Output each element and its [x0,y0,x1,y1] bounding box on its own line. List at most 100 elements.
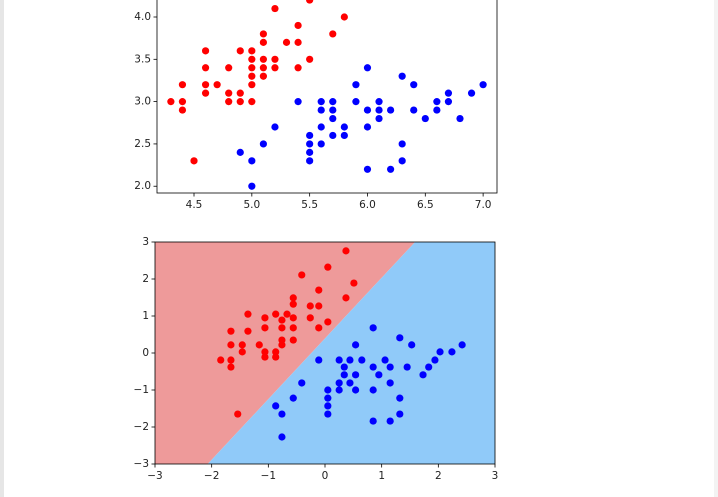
point [201,89,210,97]
point [289,394,297,402]
point [259,55,267,63]
point [324,263,332,271]
region [155,242,416,464]
point [283,310,291,318]
point [248,55,256,63]
point [234,410,242,418]
point [358,356,366,364]
point [294,38,302,46]
x-tick-label: 1 [378,470,385,482]
x-tick-label: 0 [322,470,329,482]
point [340,13,348,21]
point [227,356,235,364]
point [467,89,476,97]
y-tick-label: −1 [134,384,149,396]
point [369,386,377,394]
axes-frame [156,0,498,194]
y-tick-label: 3 [142,236,149,248]
y-tick-label: 1 [142,310,149,322]
point [386,363,394,371]
point [375,371,383,379]
point [298,271,306,279]
point [335,379,343,387]
point [244,310,252,318]
point [272,348,280,356]
point [335,386,343,394]
point [458,341,466,349]
point [225,64,233,72]
point [448,348,456,356]
point [213,81,221,89]
point [324,410,332,418]
point [363,106,372,114]
point [363,123,372,131]
point [238,348,246,356]
point [340,363,348,371]
point [346,356,354,364]
x-tick-label: 6.5 [417,199,434,211]
x-tick-label: 5.5 [301,199,318,211]
point [342,247,350,255]
point [255,341,263,349]
point [294,98,302,106]
right-border [714,0,718,497]
y-tick-label: 4.0 [134,11,151,23]
x-tick-label: 4.5 [186,199,203,211]
point [317,140,325,148]
point [271,55,279,63]
point [324,318,332,326]
point [278,433,286,441]
point [396,410,404,418]
point [340,131,348,140]
y-tick-label: 0 [142,347,149,359]
x-tick-label: −2 [204,470,219,482]
point [410,81,418,89]
y-tick-label: −3 [134,458,149,470]
point [456,114,464,123]
point [375,106,383,114]
y-tick-label: 2 [142,273,149,285]
point [261,353,269,361]
point [306,140,314,148]
point [419,371,427,379]
point [236,98,244,106]
point [433,98,441,106]
point [381,356,389,364]
y-tick-label: 3.5 [134,53,151,65]
point [315,286,323,294]
point [259,38,267,46]
point [178,106,187,114]
point [282,38,291,46]
point [259,72,267,80]
point [329,30,337,38]
point [248,98,256,106]
point [248,47,256,55]
point [227,341,235,349]
point [352,81,360,89]
x-tick-label: −1 [261,470,276,482]
point [346,379,354,387]
point [386,417,394,425]
point [272,310,280,318]
point [201,64,210,72]
left-border [0,0,4,497]
point [278,341,286,349]
point [386,379,394,387]
point [408,341,416,349]
point [398,72,406,80]
point [289,294,297,302]
point [178,98,187,106]
point [306,148,314,156]
point [306,157,314,165]
point [352,371,360,379]
point [289,336,297,344]
point [227,363,235,371]
point [315,324,323,332]
point [340,371,348,379]
x-tick-label: 5.0 [243,199,260,211]
point [342,294,350,302]
point [272,402,280,410]
point [352,341,360,349]
point [387,106,395,114]
